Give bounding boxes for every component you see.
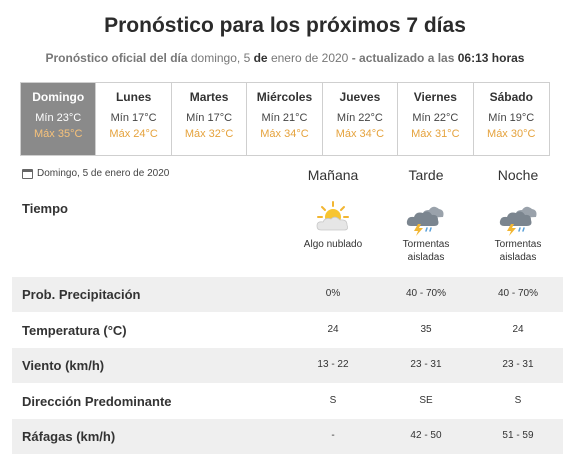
weather-desc-tarde: Tormentas aisladas (381, 238, 471, 264)
day-min-temp: Mín 19°C (488, 112, 535, 124)
subtitle-end: horas (491, 51, 525, 65)
row-value-noche: S (514, 395, 522, 406)
day-min-temp: Mín 22°C (412, 112, 459, 124)
subtitle-time: 06:13 (457, 51, 489, 65)
day-tab-domingo[interactable]: Domingo Mín 23°C Máx 35°C (21, 83, 97, 155)
row-value-tarde: 40 - 70% (405, 288, 447, 299)
row-value-tarde: SE (419, 395, 433, 406)
lightning-bolt (414, 224, 423, 236)
subtitle: Pronóstico oficial del día domingo, 5 de… (0, 51, 570, 65)
row-value-manana: 13 - 22 (317, 359, 349, 370)
day-name: Martes (189, 90, 229, 104)
sun-rays (317, 201, 349, 218)
column-header-noche: Noche (497, 167, 539, 183)
day-min-temp: Mín 17°C (186, 112, 233, 124)
subtitle-sep: - actualizado a las (351, 51, 455, 65)
subtitle-month-year: enero de 2020 (270, 51, 349, 65)
day-max-temp: Máx 35°C (34, 128, 83, 140)
day-tab-sabado[interactable]: Sábado Mín 19°C Máx 30°C (473, 83, 549, 155)
day-max-temp: Máx 24°C (109, 128, 158, 140)
day-name: Miércoles (256, 90, 313, 104)
column-header-manana: Mañana (307, 167, 359, 183)
selected-date: Domingo, 5 de enero de 2020 (22, 168, 169, 179)
row-label: Viento (km/h) (22, 358, 105, 373)
row-value-manana: 0% (325, 288, 341, 299)
row-gusts: Ráfagas (km/h) - 42 - 50 51 - 59 (12, 419, 563, 454)
cloud-shape (316, 216, 348, 231)
day-name: Jueves (339, 90, 381, 104)
row-label: Ráfagas (km/h) (22, 429, 116, 444)
day-tab-jueves[interactable]: Jueves Mín 22°C Máx 34°C (322, 83, 399, 155)
thunderstorm-icon (499, 206, 537, 236)
row-value-noche: 40 - 70% (497, 288, 539, 299)
weather-desc-noche: Tormentas aisladas (473, 238, 563, 264)
page-title: Pronóstico para los próximos 7 días (104, 14, 466, 37)
row-value-noche: 51 - 59 (502, 430, 534, 441)
day-name: Viernes (413, 90, 457, 104)
column-header-tarde: Tarde (408, 167, 444, 183)
weather-desc-manana: Algo nublado (288, 238, 378, 251)
row-value-tarde: 35 (420, 324, 432, 335)
day-min-temp: Mín 21°C (261, 112, 308, 124)
row-precipitation: Prob. Precipitación 0% 40 - 70% 40 - 70% (12, 277, 563, 312)
row-wind-direction: Dirección Predominante S SE S (12, 384, 563, 419)
row-value-manana: S (329, 395, 337, 406)
weather-desc-line1: Tormentas (402, 239, 450, 250)
row-label: Prob. Precipitación (22, 287, 141, 302)
day-max-temp: Máx 31°C (411, 128, 460, 140)
subtitle-de: de (253, 51, 268, 65)
day-tab-lunes[interactable]: Lunes Mín 17°C Máx 24°C (96, 83, 172, 155)
row-value-noche: 24 (512, 324, 524, 335)
selected-date-text: Domingo, 5 de enero de 2020 (37, 168, 170, 179)
row-label: Dirección Predominante (22, 394, 172, 409)
row-temperature: Temperatura (°C) 24 35 24 (12, 313, 563, 348)
rain-drops (425, 227, 432, 232)
row-label: Temperatura (°C) (22, 323, 127, 338)
storm-cloud-front (499, 211, 532, 226)
row-value-tarde: 42 - 50 (410, 430, 442, 441)
day-name: Sábado (489, 90, 533, 104)
weather-desc-line2: aisladas (499, 252, 537, 263)
thunderstorm-icon (406, 206, 444, 236)
row-value-manana: - (331, 430, 335, 441)
calendar-icon (22, 168, 33, 179)
weather-desc-line1: Algo nublado (303, 239, 363, 250)
day-min-temp: Mín 22°C (336, 112, 383, 124)
day-name: Domingo (32, 90, 85, 104)
day-max-temp: Máx 34°C (335, 128, 385, 140)
day-min-temp: Mín 17°C (110, 112, 157, 124)
subtitle-day: domingo, 5 (190, 51, 251, 65)
weather-desc-line2: aisladas (407, 252, 445, 263)
partly-cloudy-sun-icon (316, 201, 349, 231)
day-tab-miercoles[interactable]: Miércoles Mín 21°C Máx 34°C (247, 83, 323, 155)
day-tab-viernes[interactable]: Viernes Mín 22°C Máx 31°C (398, 83, 474, 155)
day-selector: Domingo Mín 23°C Máx 35°C Lunes Mín 17°C… (20, 82, 550, 156)
day-name: Lunes (115, 90, 152, 104)
row-value-tarde: 23 - 31 (410, 359, 442, 370)
day-max-temp: Máx 34°C (260, 128, 309, 140)
day-min-temp: Mín 23°C (35, 112, 82, 124)
tiempo-label: Tiempo (22, 201, 68, 216)
subtitle-part1: Pronóstico oficial del día (45, 51, 188, 65)
rain-drops (518, 227, 525, 232)
day-tab-martes[interactable]: Martes Mín 17°C Máx 32°C (171, 83, 248, 155)
row-value-manana: 24 (327, 324, 339, 335)
weather-desc-line1: Tormentas (494, 239, 542, 250)
row-wind: Viento (km/h) 13 - 22 23 - 31 23 - 31 (12, 348, 563, 383)
day-max-temp: Máx 30°C (487, 128, 536, 140)
row-value-noche: 23 - 31 (502, 359, 534, 370)
day-max-temp: Máx 32°C (184, 128, 234, 140)
lightning-bolt (507, 224, 516, 236)
storm-cloud-front (406, 211, 439, 226)
